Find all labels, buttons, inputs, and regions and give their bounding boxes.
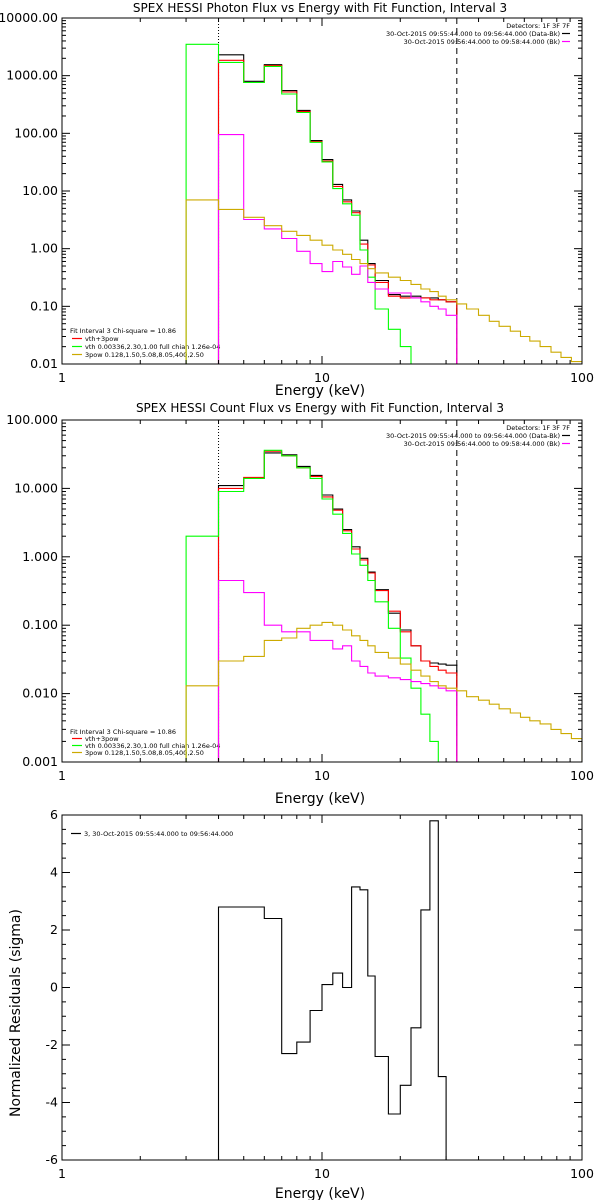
legend-fit-chisq: Fit Interval 3 Chi-square = 10.86 <box>70 728 176 736</box>
legend: Fit Interval 3 Chi-square = 10.86 vth+3p… <box>70 728 220 757</box>
legend-3pow: 3pow 0.128,1.50,5.08,8.05,400,2.50 <box>85 749 204 757</box>
residual-series <box>217 820 457 1160</box>
top-right-info: Detectors: 1F 3F 7F 30-Oct-2015 09:55:44… <box>386 424 570 448</box>
y-tick-label: -4 <box>46 1095 59 1110</box>
y-tick-label: 0.01 <box>30 356 58 371</box>
x-tick-label: 1 <box>58 370 66 385</box>
x-tick-label: 10 <box>314 370 330 385</box>
y-tick-label: 0.100 <box>22 617 58 632</box>
3pow-series <box>185 199 582 364</box>
bk-interval-label: 30-Oct-2015 09:56:44.000 to 09:58:44.000… <box>404 38 560 46</box>
y-tick-label: -2 <box>46 1037 58 1052</box>
plot-body: 1 10 100 0.001 0.010 0.100 1.000 10.000 100.000 <box>6 412 594 783</box>
count-flux-panel: SPEX HESSI Count Flux vs Energy with Fit… <box>6 401 594 807</box>
data-interval-label: 30-Oct-2015 09:55:44.000 to 09:56:44.000… <box>386 30 560 38</box>
bk-series <box>217 134 458 364</box>
y-tick-label: 0.001 <box>22 754 58 769</box>
bk-interval-label: 30-Oct-2015 09:56:44.000 to 09:58:44.000… <box>404 440 560 448</box>
y-tick-label: 10.000 <box>14 480 58 495</box>
y-axis: -6 -4 -2 0 2 4 6 <box>46 807 582 1167</box>
photon-flux-panel: SPEX HESSI Photon Flux vs Energy with Fi… <box>0 1 594 399</box>
x-axis: 1 10 100 <box>58 420 594 783</box>
y-tick-label: 10.00 <box>22 183 58 198</box>
series-group <box>185 449 582 762</box>
y-axis: 0.01 0.10 1.00 10.00 100.00 1000.00 10000.00 <box>0 10 582 371</box>
x-axis: 1 10 100 <box>58 815 594 1181</box>
legend-residual-interval: 3, 30-Oct-2015 09:55:44.000 to 09:56:44.… <box>84 830 233 838</box>
y-tick-label: 6 <box>50 807 58 822</box>
legend-3pow: 3pow 0.128,1.50,5.08,8.05,400,2.50 <box>85 351 204 359</box>
series-group <box>185 43 582 364</box>
y-tick-label: 2 <box>50 922 58 937</box>
x-tick-label: 1 <box>58 1166 66 1181</box>
y-axis: 0.001 0.010 0.100 1.000 10.000 100.000 <box>6 412 582 769</box>
chart-title: SPEX HESSI Photon Flux vs Energy with Fi… <box>133 1 507 15</box>
x-axis-label: Energy (keV) <box>275 791 365 807</box>
y-tick-label: 0.10 <box>30 298 58 313</box>
detectors-label: Detectors: 1F 3F 7F <box>506 22 570 30</box>
vth-3pow-series <box>217 450 458 762</box>
legend-vth-3pow: vth+3pow <box>85 735 119 743</box>
legend: Fit Interval 3 Chi-square = 10.86 vth+3p… <box>70 327 220 359</box>
x-axis-label: Energy (keV) <box>275 1186 365 1200</box>
vth-series <box>185 449 447 762</box>
x-tick-label: 100 <box>570 1166 594 1181</box>
data-interval-label: 30-Oct-2015 09:55:44.000 to 09:56:44.000… <box>386 432 560 440</box>
legend: 3, 30-Oct-2015 09:55:44.000 to 09:56:44.… <box>71 830 233 838</box>
y-tick-label: 100.00 <box>14 125 58 140</box>
y-tick-label: 10000.00 <box>0 10 58 25</box>
vth-series <box>185 43 447 364</box>
bk-series <box>217 579 458 762</box>
legend-vth: vth 0.00336,2.30,1.00 full chian 1.26e-0… <box>85 343 220 351</box>
series-group <box>217 820 457 1160</box>
detectors-label: Detectors: 1F 3F 7F <box>506 424 570 432</box>
vth-3pow-series <box>217 59 458 364</box>
residuals-panel: 3, 30-Oct-2015 09:55:44.000 to 09:56:44.… <box>8 807 594 1200</box>
top-right-info: Detectors: 1F 3F 7F 30-Oct-2015 09:55:44… <box>386 22 570 46</box>
chart-title: SPEX HESSI Count Flux vs Energy with Fit… <box>136 401 504 415</box>
y-tick-label: 4 <box>50 865 58 880</box>
legend-vth-3pow: vth+3pow <box>85 335 119 343</box>
x-tick-label: 100 <box>570 768 594 783</box>
y-tick-label: 0.010 <box>22 686 58 701</box>
y-tick-label: 0 <box>50 980 58 995</box>
y-axis-label: Normalized Residuals (sigma) <box>8 909 24 1117</box>
y-tick-label: 1.00 <box>30 241 58 256</box>
plot-body: 1 10 100 -6 -4 -2 0 2 4 6 <box>46 807 594 1181</box>
plot-frame <box>61 419 583 763</box>
x-axis: 1 10 100 <box>58 18 594 385</box>
plot-frame <box>61 17 583 365</box>
x-tick-label: 1 <box>58 768 66 783</box>
x-tick-label: 10 <box>314 1166 330 1181</box>
data-bk-series <box>217 54 458 364</box>
y-tick-label: -6 <box>46 1152 59 1167</box>
3pow-series <box>185 621 582 762</box>
legend-fit-chisq: Fit Interval 3 Chi-square = 10.86 <box>70 327 176 335</box>
y-tick-label: 1000.00 <box>6 68 58 83</box>
x-axis-label: Energy (keV) <box>275 383 365 399</box>
x-tick-label: 10 <box>314 768 330 783</box>
legend-vth: vth 0.00336,2.30,1.00 full chian 1.26e-0… <box>85 742 220 750</box>
plot-body: 1 10 100 0.01 0.10 1.00 10.00 100.00 1000.00 1000… <box>0 10 594 385</box>
y-tick-label: 100.000 <box>6 412 58 427</box>
y-tick-label: 1.000 <box>22 549 58 564</box>
data-bk-series <box>217 452 458 762</box>
x-tick-label: 100 <box>570 370 594 385</box>
